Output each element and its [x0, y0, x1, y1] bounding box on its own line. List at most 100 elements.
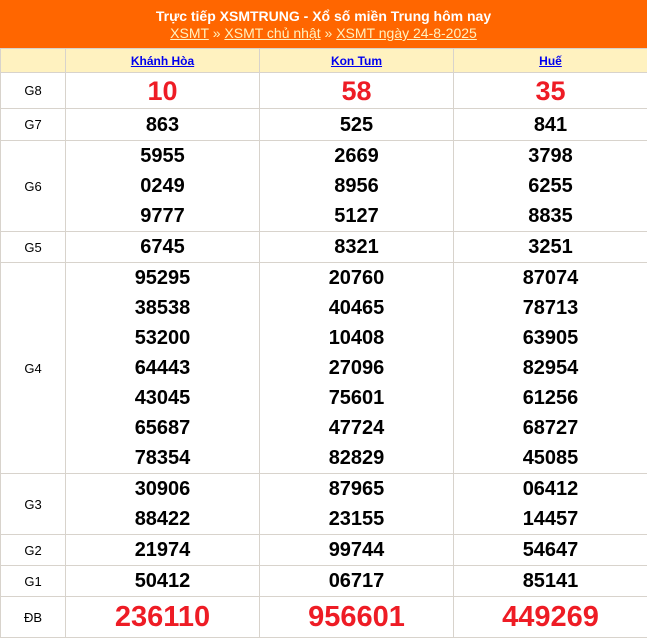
result-number: 863: [66, 110, 259, 140]
result-number: 58: [260, 74, 453, 108]
prize-label: G2: [1, 535, 66, 566]
result-cell: 449269: [454, 597, 647, 638]
result-number: 78713: [454, 293, 647, 323]
result-number: 10408: [260, 323, 453, 353]
result-number: 82954: [454, 353, 647, 383]
result-cell: 3251: [454, 232, 647, 263]
result-number: 8835: [454, 201, 647, 231]
result-number: 14457: [454, 504, 647, 534]
result-number: 88422: [66, 504, 259, 534]
breadcrumb-separator: »: [213, 25, 221, 41]
result-number: 43045: [66, 383, 259, 413]
result-number: 2669: [260, 141, 453, 171]
result-number: 6745: [66, 232, 259, 262]
result-number: 06717: [260, 566, 453, 596]
result-number: 6255: [454, 171, 647, 201]
result-number: 27096: [260, 353, 453, 383]
result-number: 236110: [66, 597, 259, 637]
result-cell: 85141: [454, 566, 647, 597]
breadcrumb-xsmt[interactable]: XSMT: [170, 25, 209, 41]
province-link-kon-tum[interactable]: Kon Tum: [331, 54, 382, 68]
result-number: 841: [454, 110, 647, 140]
breadcrumb: XSMT » XSMT chủ nhật » XSMT ngày 24-8-20…: [0, 25, 647, 42]
prize-label: G4: [1, 263, 66, 474]
column-header-row: Khánh Hòa Kon Tum Huế: [1, 49, 647, 73]
result-number: 3251: [454, 232, 647, 262]
result-number: 40465: [260, 293, 453, 323]
prize-label: G1: [1, 566, 66, 597]
result-number: 5955: [66, 141, 259, 171]
result-number: 9777: [66, 201, 259, 231]
result-cell: 54647: [454, 535, 647, 566]
prize-label: G8: [1, 73, 66, 109]
breadcrumb-xsmt-date[interactable]: XSMT ngày 24-8-2025: [336, 25, 477, 41]
result-number: 10: [66, 74, 259, 108]
page-title: Trực tiếp XSMTRUNG - Xổ số miền Trung hô…: [0, 8, 647, 25]
result-cell: 841: [454, 109, 647, 141]
result-number: 35: [454, 74, 647, 108]
prize-label-header: [1, 49, 66, 73]
result-number: 20760: [260, 263, 453, 293]
result-number: 87965: [260, 474, 453, 504]
prize-label: G3: [1, 474, 66, 535]
result-number: 956601: [260, 597, 453, 637]
result-cell: 35: [454, 73, 647, 109]
result-cell: 21974: [66, 535, 260, 566]
result-number: 65687: [66, 413, 259, 443]
result-number: 525: [260, 110, 453, 140]
result-number: 3798: [454, 141, 647, 171]
result-number: 38538: [66, 293, 259, 323]
province-link-hue[interactable]: Huế: [539, 54, 562, 68]
result-cell: 8321: [260, 232, 454, 263]
result-number: 64443: [66, 353, 259, 383]
result-number: 449269: [454, 597, 647, 637]
result-cell: 6745: [66, 232, 260, 263]
prize-label: G7: [1, 109, 66, 141]
result-number: 53200: [66, 323, 259, 353]
result-number: 63905: [454, 323, 647, 353]
result-number: 21974: [66, 535, 259, 565]
result-cell: 99744: [260, 535, 454, 566]
result-number: 61256: [454, 383, 647, 413]
result-number: 23155: [260, 504, 453, 534]
result-cell: 236110: [66, 597, 260, 638]
breadcrumb-xsmt-sunday[interactable]: XSMT chủ nhật: [224, 25, 320, 41]
result-cell: 10: [66, 73, 260, 109]
breadcrumb-separator: »: [325, 25, 333, 41]
prize-label: G5: [1, 232, 66, 263]
result-number: 8956: [260, 171, 453, 201]
page-header: Trực tiếp XSMTRUNG - Xổ số miền Trung hô…: [0, 0, 647, 48]
result-number: 78354: [66, 443, 259, 473]
result-number: 82829: [260, 443, 453, 473]
result-number: 0249: [66, 171, 259, 201]
result-number: 30906: [66, 474, 259, 504]
result-number: 47724: [260, 413, 453, 443]
result-number: 68727: [454, 413, 647, 443]
result-number: 54647: [454, 535, 647, 565]
result-cell: 50412: [66, 566, 260, 597]
result-number: 75601: [260, 383, 453, 413]
province-link-khanh-hoa[interactable]: Khánh Hòa: [131, 54, 194, 68]
result-cell: 525: [260, 109, 454, 141]
result-number: 45085: [454, 443, 647, 473]
prize-label: G6: [1, 141, 66, 232]
result-cell: 06717: [260, 566, 454, 597]
result-number: 99744: [260, 535, 453, 565]
result-number: 06412: [454, 474, 647, 504]
